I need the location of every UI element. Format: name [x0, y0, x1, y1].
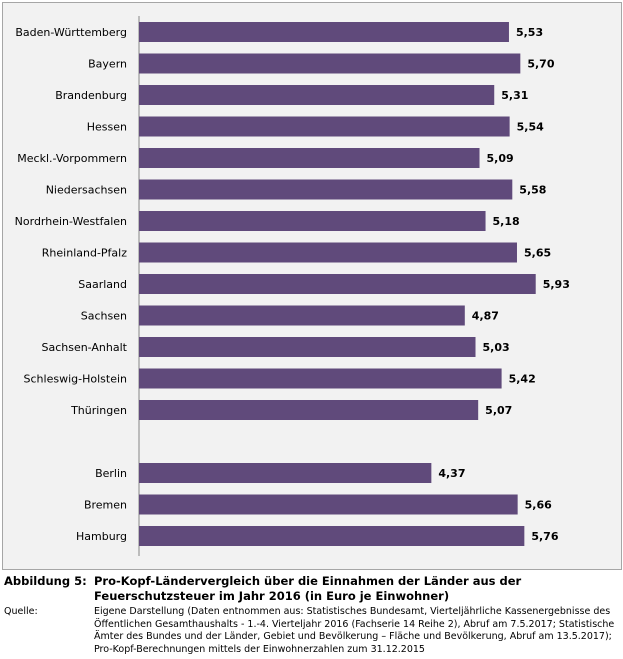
category-label: Hessen — [87, 121, 127, 134]
value-label: 4,87 — [472, 310, 499, 323]
category-label: Nordrhein-Westfalen — [15, 215, 127, 228]
figure-title: Pro-Kopf-Ländervergleich über die Einnah… — [94, 574, 522, 603]
category-label: Saarland — [78, 278, 127, 291]
category-label: Sachsen — [81, 310, 127, 323]
value-label: 5,09 — [487, 152, 514, 165]
value-label: 4,37 — [438, 467, 465, 480]
value-label: 5,58 — [519, 184, 546, 197]
bar — [139, 274, 536, 294]
bar — [139, 22, 509, 42]
value-label: 5,03 — [483, 341, 510, 354]
category-label: Berlin — [95, 467, 127, 480]
bar — [139, 305, 465, 326]
category-label: Baden-Württemberg — [15, 26, 127, 39]
value-label: 5,07 — [485, 404, 512, 417]
bar — [139, 368, 502, 389]
bar — [139, 400, 479, 420]
category-label: Hamburg — [76, 530, 127, 543]
bar — [139, 494, 518, 515]
bar — [139, 242, 517, 263]
value-label: 5,42 — [509, 373, 536, 386]
bar — [139, 148, 480, 168]
bar — [139, 337, 476, 357]
bar — [139, 526, 525, 546]
bar-chart: Baden-Württemberg 5,53 Bayern 5,70 Brandenbu… — [15, 16, 570, 556]
source-label: Quelle: — [4, 606, 38, 617]
value-label: 5,76 — [531, 530, 558, 543]
value-label: 5,18 — [493, 215, 520, 228]
bar — [139, 53, 521, 74]
value-label: 5,54 — [517, 121, 544, 134]
value-label: 5,70 — [527, 58, 554, 71]
figure-label: Abbildung 5: — [4, 574, 87, 588]
value-label: 5,53 — [516, 26, 543, 39]
category-label: Bremen — [84, 499, 127, 512]
category-label: Thüringen — [70, 404, 127, 417]
category-label: Meckl.-Vorpommern — [17, 152, 127, 165]
value-label: 5,66 — [525, 499, 552, 512]
bar — [139, 85, 495, 105]
bar — [139, 463, 432, 483]
source-text: Eigene Darstellung (Daten entnommen aus:… — [94, 606, 615, 655]
value-label: 5,31 — [501, 89, 528, 102]
category-label: Schleswig-Holstein — [24, 373, 127, 386]
category-label: Sachsen-Anhalt — [41, 341, 127, 354]
category-label: Brandenburg — [55, 89, 127, 102]
chart-area: Baden-Württemberg 5,53 Bayern 5,70 Brandenbu… — [2, 2, 622, 570]
bar — [139, 179, 513, 200]
bar — [139, 116, 510, 137]
bar — [139, 211, 486, 231]
value-label: 5,65 — [524, 247, 551, 260]
category-label: Bayern — [88, 58, 127, 71]
category-label: Rheinland-Pfalz — [42, 247, 127, 260]
category-label: Niedersachsen — [46, 184, 127, 197]
value-label: 5,93 — [543, 278, 570, 291]
